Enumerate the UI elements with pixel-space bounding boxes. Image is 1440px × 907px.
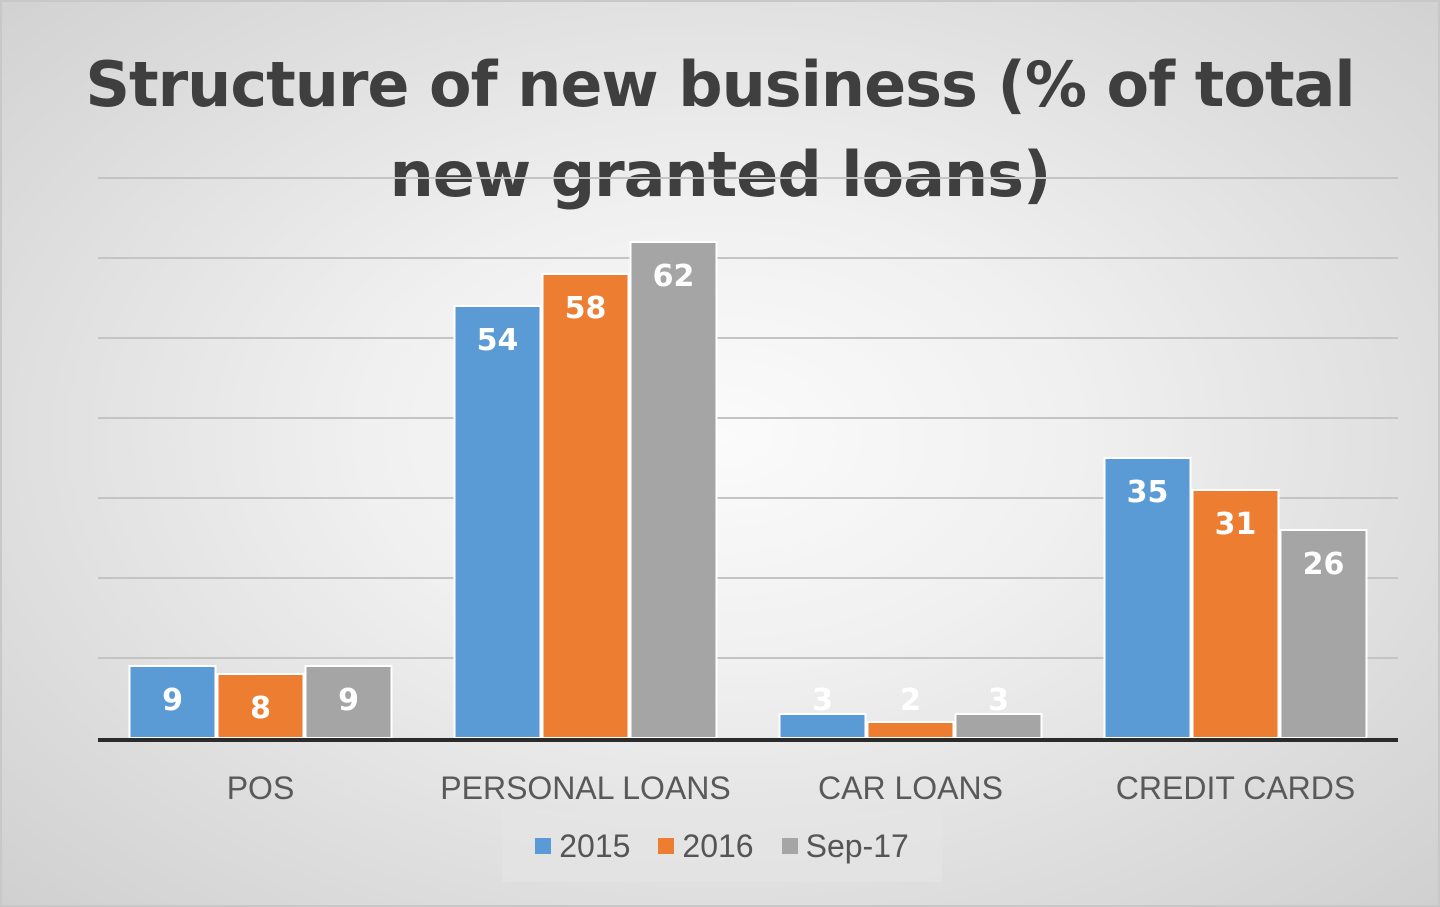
data-label: 54 bbox=[477, 323, 519, 358]
bars bbox=[128, 241, 1368, 739]
bar bbox=[1279, 529, 1368, 739]
category-label: CREDIT CARDS bbox=[1116, 770, 1355, 806]
data-label: 3 bbox=[988, 683, 1009, 718]
bar bbox=[954, 713, 1043, 739]
bar bbox=[541, 273, 630, 739]
category-label: POS bbox=[227, 770, 295, 806]
data-label: 26 bbox=[1303, 547, 1345, 582]
data-label: 35 bbox=[1127, 475, 1169, 510]
bar bbox=[453, 305, 542, 739]
bar bbox=[629, 241, 718, 739]
bar bbox=[866, 721, 955, 739]
legend-item: 2015 bbox=[535, 828, 630, 865]
legend-swatch bbox=[658, 838, 675, 854]
bar bbox=[128, 665, 217, 739]
legend-label: Sep-17 bbox=[805, 827, 909, 864]
data-label: 8 bbox=[250, 691, 271, 726]
legend-item: 2016 bbox=[658, 827, 754, 865]
data-label: 2 bbox=[900, 683, 921, 718]
category-label: PERSONAL LOANS bbox=[440, 770, 730, 806]
data-label: 3 bbox=[812, 683, 833, 718]
data-labels: 9 8 9 54 58 62 3 2 3 35 31 26 bbox=[162, 259, 1344, 726]
legend-label: 2015 bbox=[559, 827, 631, 864]
legend-swatch bbox=[781, 838, 798, 854]
data-label: 58 bbox=[565, 291, 607, 326]
chart-title: Structure of new business (% of total ne… bbox=[2, 40, 1438, 220]
data-label: 9 bbox=[162, 683, 183, 718]
data-label: 31 bbox=[1215, 507, 1257, 542]
bar bbox=[1191, 489, 1280, 739]
legend-item: Sep-17 bbox=[781, 827, 909, 865]
legend-label: 2016 bbox=[682, 827, 754, 864]
category-label: CAR LOANS bbox=[818, 770, 1003, 806]
bar bbox=[304, 665, 393, 739]
chart-title-line-1: Structure of new business (% of total bbox=[85, 48, 1355, 121]
chart-title-line-2: new granted loans) bbox=[389, 138, 1052, 211]
data-label: 62 bbox=[653, 259, 695, 294]
legend-swatch bbox=[535, 838, 552, 854]
legend: 2015 2016 Sep-17 bbox=[502, 810, 942, 882]
data-label: 9 bbox=[338, 683, 359, 718]
